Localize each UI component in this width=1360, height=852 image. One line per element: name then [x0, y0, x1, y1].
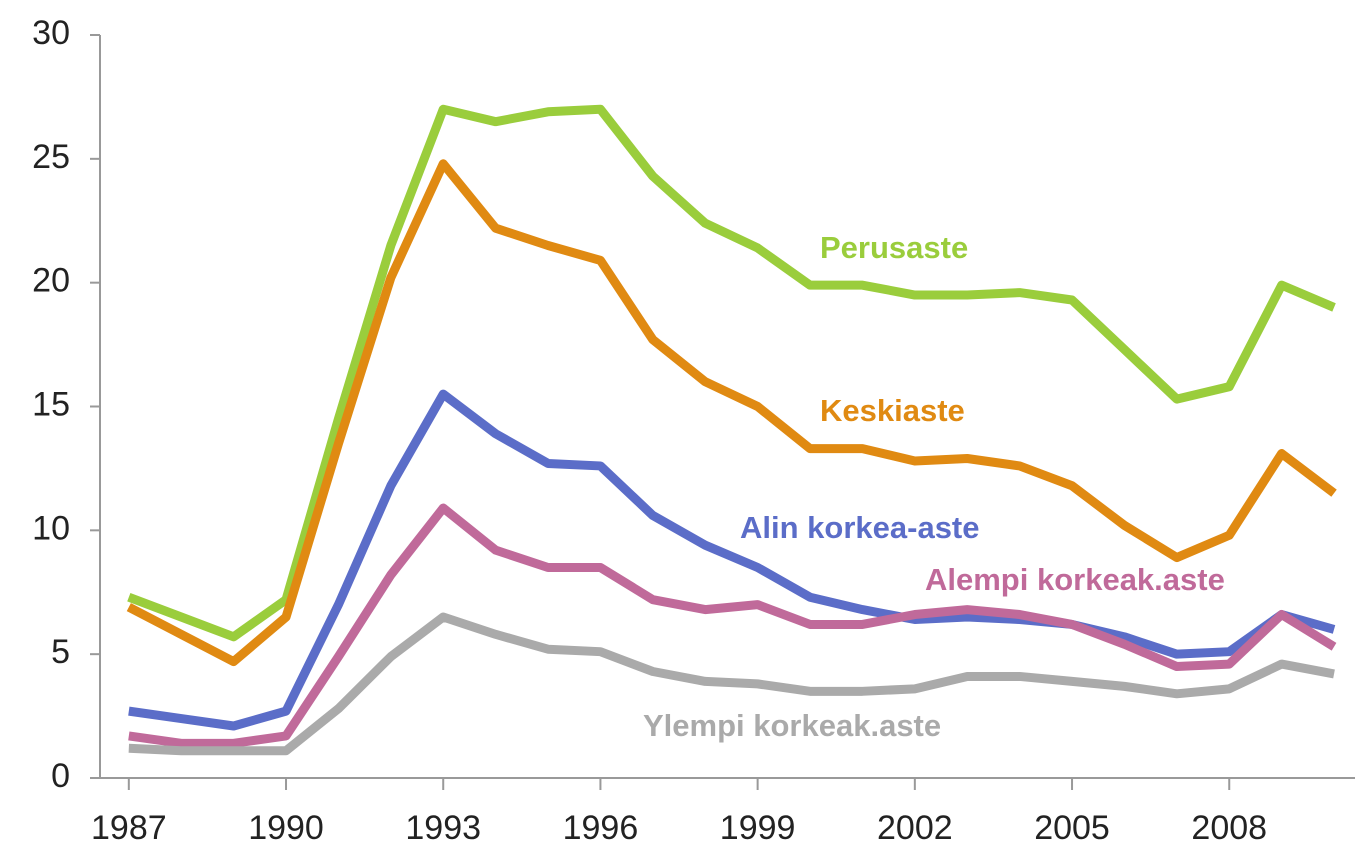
x-tick-label: 1990 — [248, 809, 324, 847]
y-tick-label: 0 — [51, 757, 70, 795]
y-tick-label: 30 — [32, 14, 70, 52]
y-tick-label: 20 — [32, 262, 70, 300]
x-tick-label: 1993 — [405, 809, 481, 847]
x-tick-label: 1999 — [720, 809, 796, 847]
series-line — [127, 104, 1336, 642]
series-label: Keskiaste — [820, 393, 965, 428]
y-tick-label: 15 — [32, 385, 70, 423]
series-line — [126, 159, 1337, 667]
y-tick-label: 5 — [51, 633, 70, 671]
series-label: Alin korkea-aste — [740, 510, 980, 545]
x-tick-label: 2008 — [1191, 809, 1267, 847]
x-tick-label: 2002 — [877, 809, 953, 847]
y-tick-label: 10 — [32, 509, 70, 547]
x-tick-label: 1996 — [563, 809, 639, 847]
x-tick-label: 2005 — [1034, 809, 1110, 847]
series-label: Perusaste — [820, 230, 968, 265]
series-line — [128, 503, 1337, 748]
series-line — [128, 389, 1336, 731]
series-line — [128, 612, 1335, 756]
x-tick-label: 1987 — [91, 809, 167, 847]
y-tick-label: 25 — [32, 138, 70, 176]
series-label: Alempi korkeak.aste — [925, 562, 1225, 597]
series-label: Ylempi korkeak.aste — [643, 708, 941, 743]
